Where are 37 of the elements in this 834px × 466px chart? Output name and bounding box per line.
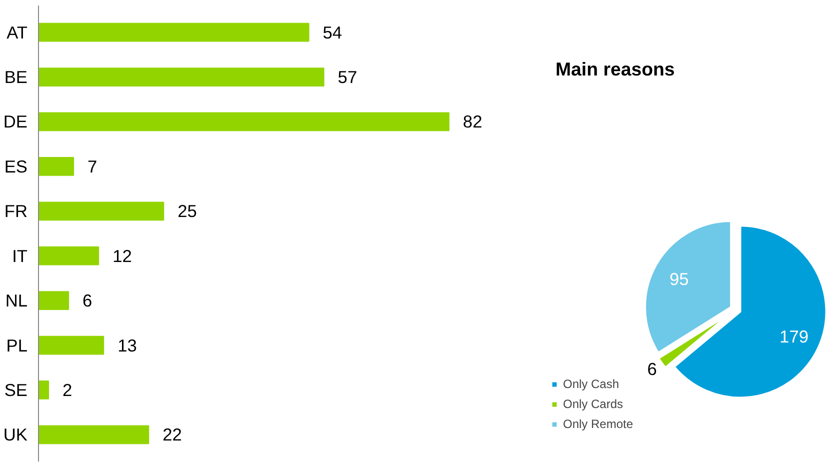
bar [38, 112, 450, 132]
data-label: 22 [162, 424, 182, 445]
chart-title: Main reasons [556, 58, 675, 80]
data-label: 54 [322, 22, 342, 42]
data-label: 179 [780, 326, 808, 346]
data-label: 12 [112, 246, 132, 266]
data-label: 25 [178, 201, 197, 222]
y-tick-label: UK [3, 424, 28, 445]
data-label: 7 [88, 156, 98, 176]
bar [38, 157, 74, 176]
y-tick-label: AT [6, 22, 28, 42]
y-tick-label: SE [4, 380, 28, 400]
bar [38, 291, 70, 310]
bar [38, 68, 324, 86]
y-tick-label: FR [4, 201, 28, 222]
legend-label: Only Cash [563, 377, 620, 391]
data-label: 6 [82, 290, 92, 311]
y-tick-label: NL [5, 290, 28, 311]
y-tick-label: PL [6, 335, 28, 356]
bar [38, 202, 164, 221]
data-label: 57 [338, 67, 358, 88]
data-label: 2 [62, 380, 72, 400]
y-tick-label: DE [3, 112, 28, 132]
legend-label: Only Remote [563, 417, 634, 431]
data-label: 13 [118, 335, 137, 356]
data-label: 6 [647, 359, 657, 380]
bar [38, 336, 104, 355]
y-tick-label: IT [12, 246, 28, 266]
y-tick-label: BE [4, 67, 28, 88]
legend-label: Only Cards [563, 397, 624, 411]
data-label: 82 [462, 112, 482, 132]
bar [38, 380, 50, 400]
bar [38, 22, 310, 42]
y-tick-label: ES [4, 156, 28, 176]
data-label: 95 [669, 268, 689, 289]
bar [38, 246, 100, 266]
bar [38, 425, 150, 444]
